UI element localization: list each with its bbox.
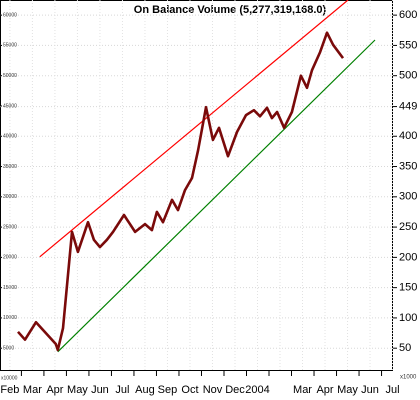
- y2-unit: x10000: [1, 375, 18, 381]
- x-tick-label: Sep: [158, 384, 178, 396]
- chart-title: On Balance Volume (5,277,319,168.0): [134, 4, 327, 16]
- y2-tick-label: 5000: [3, 346, 14, 352]
- y-tick-label: 400: [399, 130, 417, 142]
- trend-line: [39, 0, 349, 258]
- x-tick-label: 2004: [245, 384, 269, 396]
- y-tick-label: 100: [399, 312, 417, 324]
- x-tick-label: Aug: [135, 384, 155, 396]
- y-tick-label: 150: [399, 282, 417, 294]
- x-tick-label: Jun: [91, 384, 109, 396]
- obv-line: [17, 31, 345, 352]
- x-tick-label: May: [67, 384, 88, 396]
- y-unit: x1000: [400, 375, 417, 381]
- y-tick-label: 500: [399, 70, 417, 82]
- y-tick-label: 600: [399, 9, 417, 21]
- y-tick-label: 250: [399, 221, 417, 233]
- y-tick-label: 50: [399, 342, 411, 354]
- y-tick-label: 550: [399, 39, 417, 51]
- y-tick-label: 200: [399, 251, 417, 263]
- y2-tick-label: 35000: [3, 164, 17, 170]
- x-tick-label: Oct: [181, 384, 198, 396]
- x-tick-label: Dec: [225, 384, 245, 396]
- x-tick-label: Jul: [386, 384, 400, 396]
- y2-tick-label: 45000: [3, 103, 17, 109]
- y2-tick-label: 30000: [3, 194, 17, 200]
- y2-tick-label: 25000: [3, 224, 17, 230]
- x-tick-label: Apr: [46, 384, 63, 396]
- x-tick-label: Mar: [23, 384, 42, 396]
- y2-tick-label: 15000: [3, 285, 17, 291]
- y2-tick-label: 20000: [3, 255, 17, 261]
- x-tick-label: Nov: [203, 384, 223, 396]
- x-tick-label: Jul: [115, 384, 129, 396]
- y2-tick-label: 40000: [3, 134, 17, 140]
- x-tick-label: May: [337, 384, 358, 396]
- x-tick-label: Jun: [361, 384, 379, 396]
- trend-line: [57, 39, 376, 353]
- y-tick-label: 350: [399, 160, 417, 172]
- x-tick-label: Apr: [316, 384, 333, 396]
- y-tick-label: 449: [399, 100, 417, 112]
- plot-frame: [0, 0, 393, 371]
- x-tick-label: Mar: [293, 384, 312, 396]
- y2-tick-label: 50000: [3, 73, 17, 79]
- y-tick-label: 300: [399, 191, 417, 203]
- x-tick-label: Feb: [0, 384, 19, 396]
